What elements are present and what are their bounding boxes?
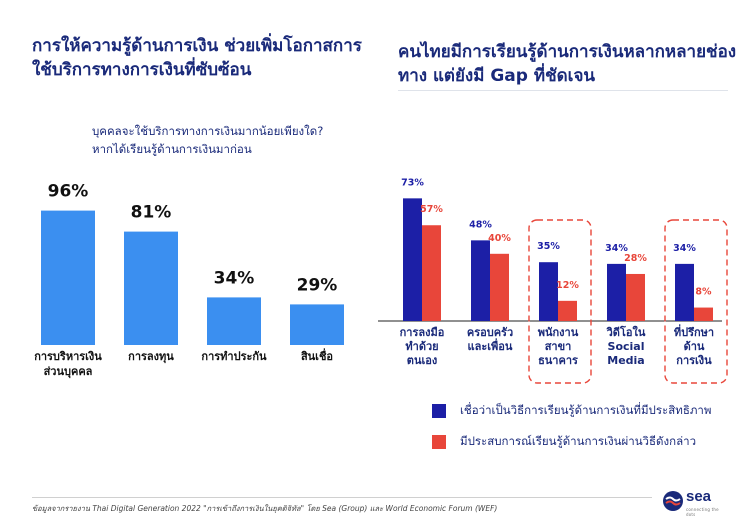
right-category-label-3-2: Media: [607, 354, 644, 367]
right-bar-value-label-s0-2: 35%: [537, 241, 560, 252]
right-category-label-4-1: ด้าน: [684, 340, 705, 353]
right-category-label-1-1: และเพื่อน: [468, 338, 513, 353]
right-bar-value-label-s1-0: 57%: [420, 204, 443, 215]
left-bar-2: [207, 297, 261, 345]
legend-swatch-blue: [432, 404, 446, 418]
right-category-label-4-0: ที่ปรึกษา: [674, 324, 714, 339]
left-bar-1: [124, 231, 178, 345]
left-bar-value-label-2: 34%: [214, 268, 255, 288]
right-category-label-0-0: การลงมือ: [400, 326, 445, 339]
legend-swatch-red: [432, 435, 446, 449]
right-bar-s0-2: [539, 262, 558, 321]
right-category-label-3-1: Social: [608, 340, 645, 353]
legend-label-effective: เชื่อว่าเป็นวิธีการเรียนรู้ด้านการเงินที…: [460, 403, 712, 417]
left-bar-value-label-1: 81%: [131, 203, 172, 223]
right-bar-s1-2: [558, 300, 577, 321]
right-bar-value-label-s0-3: 34%: [605, 243, 628, 254]
right-bar-s1-4: [694, 307, 713, 321]
right-bar-s1-3: [626, 273, 645, 321]
left-chart-title: การให้ความรู้ด้านการเงิน ช่วยเพิ่มโอกาสก…: [32, 36, 362, 80]
right-category-label-2-2: ธนาคาร: [538, 354, 578, 367]
highlight-box-2: [528, 219, 592, 384]
right-category-label-2-1: สาขา: [545, 340, 572, 353]
right-bar-s0-0: [403, 198, 422, 321]
sea-logo-icon: [663, 491, 683, 511]
legend-label-experienced: มีประสบการณ์เรียนรู้ด้านการเงินผ่านวิธีด…: [460, 434, 697, 448]
right-bar-value-label-s0-1: 48%: [469, 219, 492, 230]
right-bar-s1-1: [490, 253, 509, 321]
left-bar-0: [41, 210, 95, 345]
title-divider: [398, 90, 728, 91]
right-bar-s0-1: [471, 240, 490, 321]
right-category-label-1-0: ครอบครัว: [467, 326, 513, 339]
right-category-label-4-2: การเงิน: [676, 354, 712, 367]
source-note: ข้อมูลจากรายงาน Thai Digital Generation …: [32, 504, 498, 513]
left-category-label-3-0: สินเชื่อ: [301, 348, 333, 363]
sea-logo-text: sea: [686, 488, 712, 505]
legend-item-effective: เชื่อว่าเป็นวิธีการเรียนรู้ด้านการเงินที…: [432, 402, 711, 420]
left-category-label-0-1: ส่วนบุคคล: [44, 365, 93, 379]
right-bar-value-label-s1-2: 12%: [556, 280, 579, 291]
right-bar-s0-4: [675, 263, 694, 321]
left-category-label-2-0: การทำประกัน: [201, 350, 267, 363]
right-bar-value-label-s1-3: 28%: [624, 253, 647, 264]
right-chart-title: คนไทยมีการเรียนรู้ด้านการเงินหลากหลายช่อ…: [398, 42, 737, 86]
highlight-box-4: [664, 219, 728, 384]
right-category-label-3-0: วิดีโอใน: [606, 325, 646, 339]
left-bar-3: [290, 304, 344, 345]
right-category-label-0-1: ทำด้วย: [405, 340, 438, 353]
left-bar-value-label-3: 29%: [297, 275, 338, 295]
right-bar-s0-3: [607, 263, 626, 321]
right-bar-value-label-s1-1: 40%: [488, 233, 511, 244]
left-chart-question: บุคคลจะใช้บริการทางการเงินมากน้อยเพียงใด…: [92, 124, 324, 156]
left-bar-value-label-0: 96%: [48, 182, 89, 202]
left-category-label-1-0: การลงทุน: [128, 350, 174, 364]
right-category-label-0-2: ตนเอง: [407, 354, 437, 367]
right-bar-value-label-s0-0: 73%: [401, 177, 424, 188]
right-bar-value-label-s0-4: 34%: [673, 243, 696, 254]
left-category-label-0-0: การบริหารเงิน: [34, 350, 102, 363]
right-category-label-2-0: พนักงาน: [538, 326, 579, 339]
sea-logo-tagline: connecting the dots: [686, 507, 719, 517]
sea-logo: sea connecting the dots: [662, 486, 722, 526]
legend-item-experienced: มีประสบการณ์เรียนรู้ด้านการเงินผ่านวิธีด…: [432, 433, 696, 451]
footer-divider: [32, 497, 652, 498]
right-bar-s1-0: [422, 225, 441, 321]
right-bar-value-label-s1-4: 8%: [695, 287, 712, 298]
